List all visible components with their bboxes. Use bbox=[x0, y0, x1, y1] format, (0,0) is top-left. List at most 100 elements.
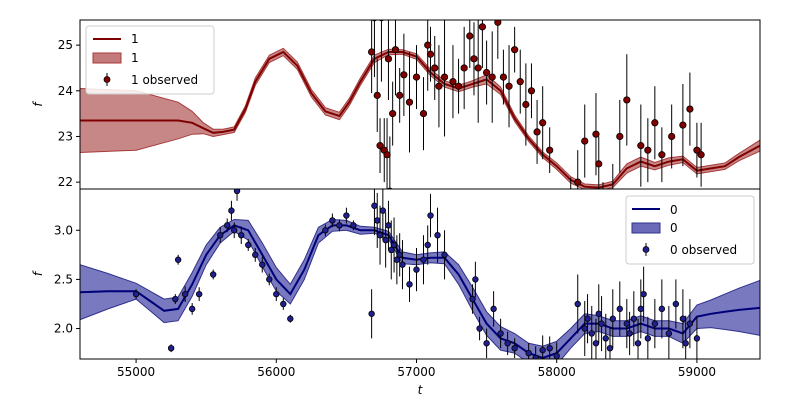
bottom-observed-point bbox=[385, 222, 392, 229]
bottom-y-axis-label: f bbox=[31, 270, 45, 276]
top-observed-point bbox=[391, 46, 400, 54]
bottom-observed-point bbox=[626, 330, 633, 337]
bottom-observed-point bbox=[546, 344, 553, 352]
top-uncertainty-band bbox=[80, 47, 760, 189]
bottom-observed-point bbox=[273, 290, 280, 298]
bottom-observed-point bbox=[598, 320, 605, 327]
bottom-observed-point bbox=[623, 320, 631, 327]
bottom-observed-point bbox=[420, 256, 427, 263]
top-observed-point bbox=[522, 100, 530, 109]
bottom-x-ticks: 55000 56000 57000 58000 59000 bbox=[117, 359, 716, 379]
bottom-observed-point bbox=[609, 315, 616, 322]
bottom-legend-point-swatch bbox=[642, 246, 650, 253]
top-observed-point bbox=[412, 73, 421, 81]
bottom-observed-point bbox=[634, 340, 642, 347]
bottom-observed-point bbox=[388, 246, 395, 254]
bottom-legend-observed-label: 0 observed bbox=[670, 243, 737, 257]
bottom-observed-point bbox=[406, 281, 413, 288]
bottom-observed-point bbox=[424, 241, 431, 249]
top-observed-point bbox=[482, 68, 491, 77]
top-observed-point bbox=[610, 193, 616, 199]
bottom-observed-point bbox=[553, 352, 560, 359]
bottom-observed-point bbox=[280, 300, 287, 308]
top-observed-point bbox=[478, 23, 486, 31]
top-observed-point bbox=[527, 87, 536, 95]
top-legend-observed-label: 1 observed bbox=[131, 73, 198, 87]
bottom-observed-point bbox=[343, 212, 350, 219]
bottom-observed-point bbox=[665, 330, 673, 337]
top-observed-point bbox=[686, 105, 694, 113]
bottom-observed-point bbox=[368, 310, 375, 317]
top-observed-point bbox=[679, 121, 687, 129]
bottom-legend-band-swatch bbox=[631, 222, 661, 234]
bottom-observed-point bbox=[672, 300, 680, 308]
bottom-observed-point bbox=[132, 290, 140, 298]
bottom-observed-point bbox=[393, 256, 401, 263]
top-observed-point bbox=[546, 146, 554, 154]
x-tick-label: 59000 bbox=[678, 365, 716, 379]
top-legend-band-swatch bbox=[92, 52, 122, 64]
bottom-y-ticks: 2.0 2.5 3.0 bbox=[54, 223, 80, 336]
top-observed-point bbox=[592, 130, 600, 138]
bottom-observed-point bbox=[399, 261, 406, 268]
bottom-observed-point bbox=[382, 236, 389, 244]
bottom-observed-point bbox=[640, 290, 647, 298]
bottom-observed-point bbox=[224, 222, 231, 229]
bottom-observed-point bbox=[588, 330, 595, 337]
top-observed-point bbox=[539, 119, 547, 127]
bottom-observed-point bbox=[592, 340, 600, 347]
bottom-observed-point bbox=[238, 231, 245, 239]
top-observed-point bbox=[419, 110, 428, 118]
top-observed-point bbox=[424, 41, 432, 49]
bottom-observed-point bbox=[584, 315, 591, 322]
top-observed-point bbox=[400, 71, 408, 79]
top-observed-point bbox=[488, 73, 496, 81]
top-observed-point bbox=[623, 96, 631, 104]
bottom-observed-point bbox=[266, 276, 273, 283]
bottom-observed-point bbox=[679, 315, 687, 322]
bottom-observed-point bbox=[376, 231, 384, 239]
top-legend-point-swatch bbox=[103, 76, 111, 83]
top-observed-point bbox=[460, 64, 468, 72]
bottom-model-line bbox=[80, 224, 760, 359]
top-observed-point bbox=[697, 151, 705, 159]
bottom-observed-point bbox=[574, 300, 581, 308]
top-observed-point bbox=[574, 178, 582, 186]
top-y-tick-label: 22 bbox=[58, 175, 73, 189]
top-observed-point bbox=[466, 32, 474, 40]
bottom-observed-point bbox=[602, 335, 609, 342]
bottom-observed-point bbox=[637, 305, 645, 313]
bottom-observed-point bbox=[322, 227, 329, 234]
bottom-observed-point bbox=[172, 295, 179, 303]
bottom-observed-point bbox=[490, 305, 497, 313]
bottom-observed-point bbox=[441, 251, 448, 259]
top-observed-point bbox=[651, 119, 659, 127]
bottom-observed-point bbox=[252, 251, 259, 259]
bottom-plot-frame bbox=[79, 188, 761, 360]
top-observed-point bbox=[435, 82, 443, 90]
top-observed-point bbox=[470, 55, 478, 63]
x-tick-label: 57000 bbox=[397, 365, 435, 379]
top-observed-point bbox=[474, 64, 482, 72]
top-observed-point bbox=[595, 160, 603, 168]
x-tick-label: 56000 bbox=[257, 365, 295, 379]
bottom-observed-point bbox=[682, 340, 689, 347]
top-observed-point bbox=[499, 73, 508, 81]
bottom-observed-point bbox=[511, 344, 518, 352]
bottom-y-tick-label: 3.0 bbox=[54, 223, 73, 237]
bottom-observed-point bbox=[228, 207, 235, 214]
top-observed-point bbox=[568, 202, 574, 208]
bottom-legend: 0 0 0 observed bbox=[625, 195, 755, 265]
bottom-observed-point bbox=[525, 349, 532, 357]
bottom-y-tick-label: 2.5 bbox=[54, 272, 73, 286]
bottom-observed-point bbox=[693, 335, 701, 342]
bottom-observed-point bbox=[217, 231, 224, 239]
top-observed-point bbox=[373, 91, 381, 99]
bottom-panel: 2.0 2.5 3.0 55000 56000 57000 58000 59000 f t bbox=[31, 188, 761, 397]
top-y-ticks: 22 23 24 25 bbox=[58, 38, 80, 189]
bottom-observed-point bbox=[195, 290, 203, 298]
bottom-observed-point bbox=[532, 354, 539, 359]
top-observed-point bbox=[600, 202, 606, 208]
top-legend: 1 1 1 observed bbox=[85, 25, 215, 95]
